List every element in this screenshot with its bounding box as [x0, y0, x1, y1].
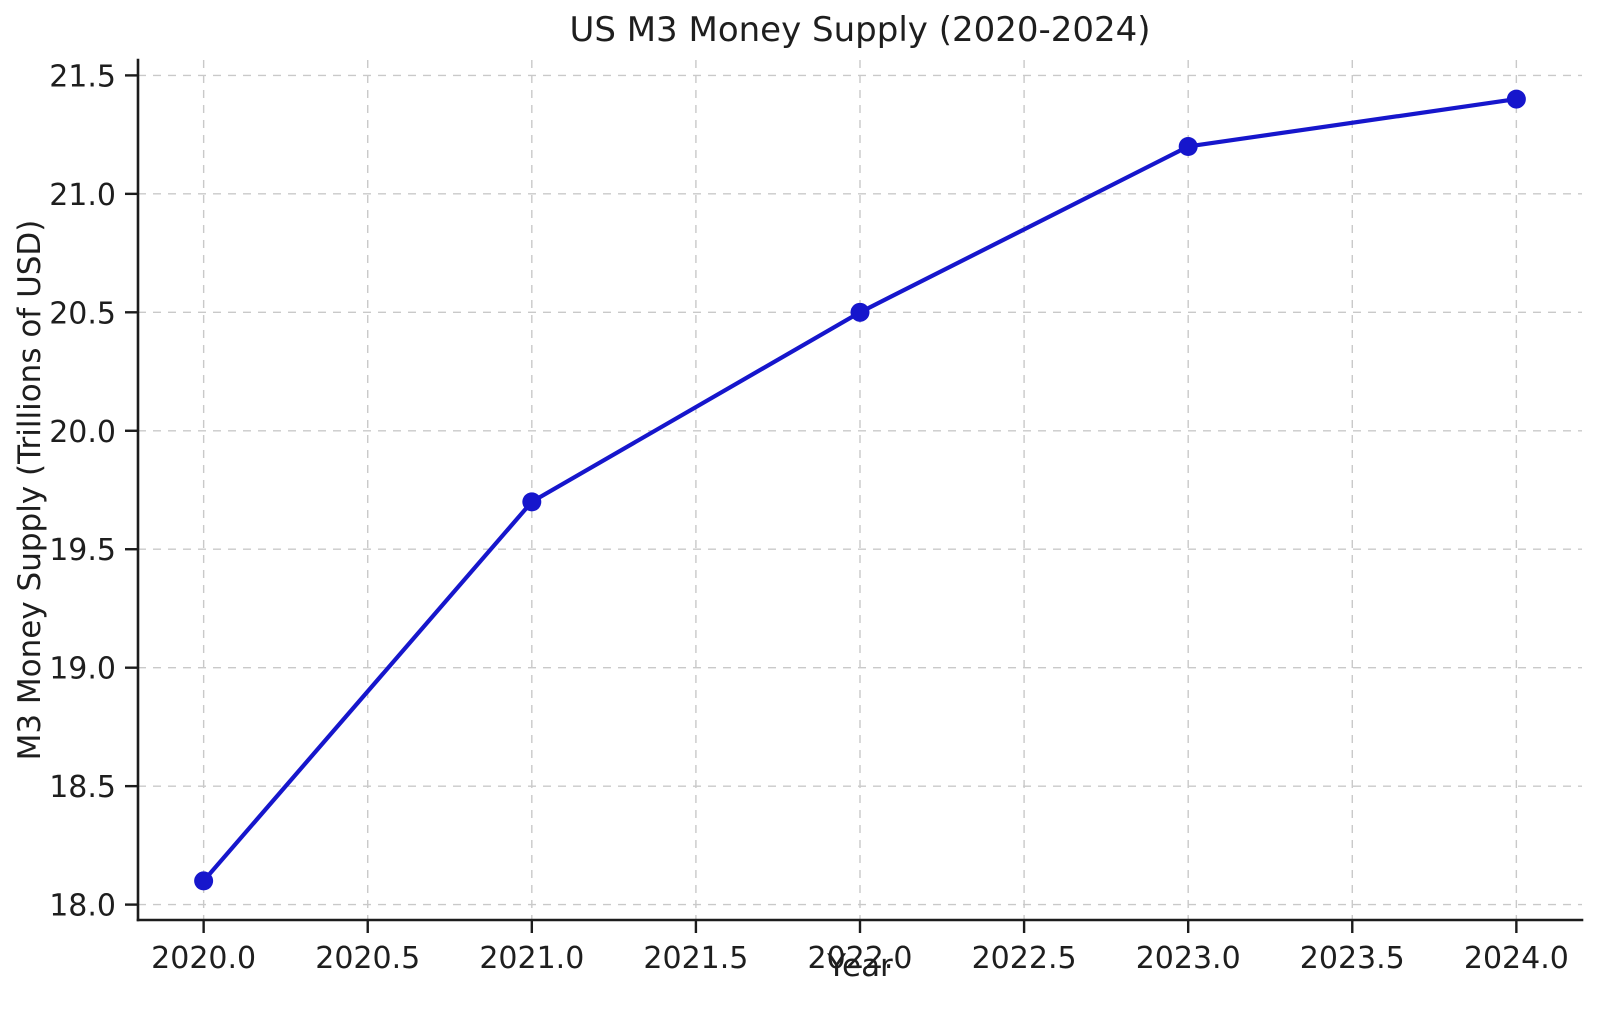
- y-tick-label: 18.5: [49, 770, 116, 805]
- data-markers: [194, 89, 1526, 891]
- data-point: [850, 302, 870, 322]
- axes-spines: [136, 58, 1584, 922]
- y-tick-label: 19.5: [49, 533, 116, 568]
- x-tick-label: 2024.0: [1464, 941, 1569, 976]
- y-tick-label: 21.5: [49, 59, 116, 94]
- y-tick-label: 20.0: [49, 415, 116, 450]
- y-tick-label: 21.0: [49, 178, 116, 213]
- data-point: [1178, 136, 1198, 156]
- x-tick-label: 2022.0: [808, 941, 913, 976]
- data-point: [1506, 89, 1526, 109]
- ticks: [125, 74, 1518, 933]
- x-tick-label: 2021.5: [643, 941, 748, 976]
- chart-title: US M3 Money Supply (2020-2024): [569, 10, 1151, 50]
- y-tick-label: 20.5: [49, 296, 116, 331]
- x-tick-label: 2020.5: [315, 941, 420, 976]
- y-tick-label: 19.0: [49, 652, 116, 687]
- x-tick-label: 2023.0: [1136, 941, 1241, 976]
- x-axis-label: Year: [827, 948, 893, 984]
- data-point: [194, 871, 214, 891]
- x-tick-label: 2023.5: [1300, 941, 1405, 976]
- x-tick-label: 2020.0: [151, 941, 256, 976]
- x-tick-label: 2021.0: [479, 941, 584, 976]
- y-tick-label: 18.0: [49, 889, 116, 924]
- x-tick-label: 2022.5: [972, 941, 1077, 976]
- grid: [138, 60, 1582, 920]
- data-point: [522, 492, 542, 512]
- tick-labels: 2020.0 2020.5 2021.0 2021.5 2022.0 2022.5 2023…: [49, 59, 1569, 976]
